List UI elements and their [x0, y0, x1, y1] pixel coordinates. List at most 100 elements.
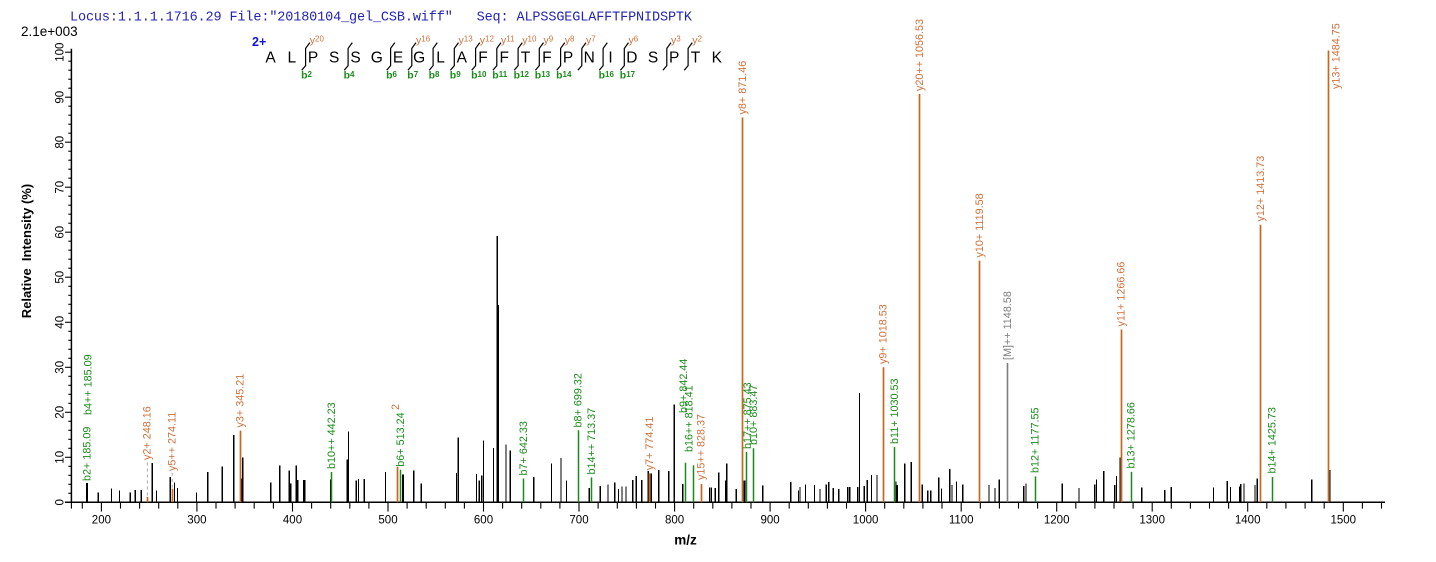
svg-text:1000: 1000 [853, 515, 879, 527]
svg-text:300: 300 [187, 515, 206, 527]
svg-text:P: P [563, 50, 573, 67]
svg-text:b12: b12 [514, 70, 530, 82]
svg-text:60: 60 [55, 226, 67, 239]
svg-text:y2: y2 [692, 35, 702, 47]
svg-text:0: 0 [55, 499, 67, 505]
svg-text:b7: b7 [407, 70, 418, 82]
svg-text:50: 50 [55, 271, 67, 284]
svg-text:y7: y7 [586, 35, 596, 47]
svg-text:G: G [371, 50, 383, 67]
svg-text:y9: y9 [544, 35, 554, 47]
svg-text:100: 100 [55, 43, 67, 62]
svg-text:y6: y6 [629, 35, 639, 47]
svg-text:y20++ 1056.53: y20++ 1056.53 [914, 19, 926, 91]
svg-text:P: P [669, 50, 679, 67]
svg-text:b9+ 842.44: b9+ 842.44 [678, 359, 690, 413]
svg-text:b4: b4 [344, 70, 355, 82]
svg-text:10: 10 [55, 451, 67, 464]
svg-text:A: A [457, 50, 468, 67]
svg-text:F: F [542, 50, 551, 67]
svg-text:70: 70 [55, 181, 67, 194]
svg-text:1300: 1300 [1139, 515, 1165, 527]
svg-text:b12+ 1177.55: b12+ 1177.55 [1030, 407, 1042, 473]
svg-text:b14: b14 [556, 70, 572, 82]
svg-text:K: K [712, 50, 723, 67]
svg-text:L: L [436, 50, 445, 67]
svg-text:b10: b10 [471, 70, 487, 82]
svg-text:y5++ 274.11: y5++ 274.11 [166, 412, 178, 471]
svg-text:y10+ 1119.58: y10+ 1119.58 [974, 193, 986, 257]
svg-text:A: A [265, 50, 276, 67]
svg-text:b11+ 1030.53: b11+ 1030.53 [889, 378, 901, 444]
svg-text:S: S [329, 50, 339, 67]
svg-text:E: E [393, 50, 403, 67]
svg-text:F: F [499, 50, 508, 67]
svg-text:N: N [584, 50, 595, 67]
svg-text:b11: b11 [492, 70, 507, 82]
svg-text:y8+ 871.46: y8+ 871.46 [737, 61, 749, 115]
svg-text:y15++ 828.37: y15++ 828.37 [695, 414, 707, 480]
svg-text:y7+ 774.41: y7+ 774.41 [644, 417, 656, 471]
svg-text:400: 400 [283, 515, 302, 527]
svg-text:b16: b16 [599, 70, 615, 82]
svg-text:b4++ 185.09: b4++ 185.09 [82, 354, 94, 415]
svg-text:1400: 1400 [1235, 515, 1261, 527]
svg-text:80: 80 [55, 136, 67, 149]
svg-text:b10+ 883.47: b10+ 883.47 [748, 385, 760, 445]
svg-text:b6+ 513.24: b6+ 513.24 [395, 412, 407, 466]
svg-text:Relative Intensity (%): Relative Intensity (%) [19, 184, 34, 318]
svg-text:1100: 1100 [949, 515, 974, 527]
svg-text:S: S [350, 50, 360, 67]
svg-text:Locus:1.1.1.1716.29 File:"2018: Locus:1.1.1.1716.29 File:"20180104_gel_C… [70, 11, 693, 26]
svg-text:y8: y8 [565, 35, 575, 47]
svg-text:[M]++ 1148.58: [M]++ 1148.58 [1002, 291, 1014, 360]
svg-text:b10++ 442.23: b10++ 442.23 [326, 402, 338, 469]
svg-text:b8+ 699.32: b8+ 699.32 [573, 373, 585, 427]
svg-text:b6: b6 [386, 70, 397, 82]
svg-text:1500: 1500 [1331, 515, 1357, 527]
svg-text:y3: y3 [671, 35, 681, 47]
svg-text:b2: b2 [301, 70, 312, 82]
svg-text:y13+ 1484.75: y13+ 1484.75 [1330, 23, 1342, 89]
svg-text:T: T [691, 50, 701, 67]
svg-text:F: F [478, 50, 487, 67]
svg-text:200: 200 [92, 515, 111, 527]
svg-text:G: G [413, 50, 425, 67]
svg-text:b2+ 185.09: b2+ 185.09 [81, 427, 93, 481]
svg-text:y9+ 1018.53: y9+ 1018.53 [878, 304, 890, 364]
svg-text:S: S [648, 50, 658, 67]
svg-text:1200: 1200 [1044, 515, 1070, 527]
svg-text:2.1e+003: 2.1e+003 [21, 24, 78, 39]
svg-text:2+: 2+ [252, 35, 266, 49]
svg-text:L: L [287, 50, 296, 67]
svg-text:90: 90 [55, 91, 67, 104]
svg-text:b13+ 1278.66: b13+ 1278.66 [1126, 402, 1138, 468]
svg-text:600: 600 [474, 515, 493, 527]
svg-text:700: 700 [569, 515, 588, 527]
svg-text:y12+ 1413.73: y12+ 1413.73 [1255, 156, 1267, 222]
svg-text:y2+ 248.16: y2+ 248.16 [142, 406, 154, 460]
svg-text:b8: b8 [429, 70, 440, 82]
svg-text:I: I [608, 50, 612, 67]
svg-text:y11+ 1266.66: y11+ 1266.66 [1116, 262, 1128, 327]
svg-text:b17++ 875.43: b17++ 875.43 [742, 382, 754, 449]
svg-text:P: P [308, 50, 318, 67]
svg-text:b14+ 1425.73: b14+ 1425.73 [1267, 407, 1279, 473]
svg-text:b9: b9 [450, 70, 461, 82]
svg-text:900: 900 [761, 515, 780, 527]
svg-text:b16++ 818.41: b16++ 818.41 [683, 385, 695, 452]
svg-text:40: 40 [55, 316, 67, 329]
svg-text:b13: b13 [535, 70, 551, 82]
svg-text:b7+ 642.33: b7+ 642.33 [518, 421, 530, 475]
svg-text:m/z: m/z [674, 533, 697, 548]
svg-text:y3+ 345.21: y3+ 345.21 [234, 374, 246, 428]
svg-text:800: 800 [665, 515, 684, 527]
svg-text:20: 20 [55, 406, 67, 419]
svg-text:30: 30 [55, 361, 67, 374]
svg-text:2: 2 [390, 404, 402, 410]
svg-text:500: 500 [378, 515, 397, 527]
svg-text:D: D [626, 50, 637, 67]
svg-text:T: T [521, 50, 531, 67]
svg-text:b17: b17 [620, 70, 636, 82]
svg-text:b14++ 713.37: b14++ 713.37 [586, 408, 598, 475]
